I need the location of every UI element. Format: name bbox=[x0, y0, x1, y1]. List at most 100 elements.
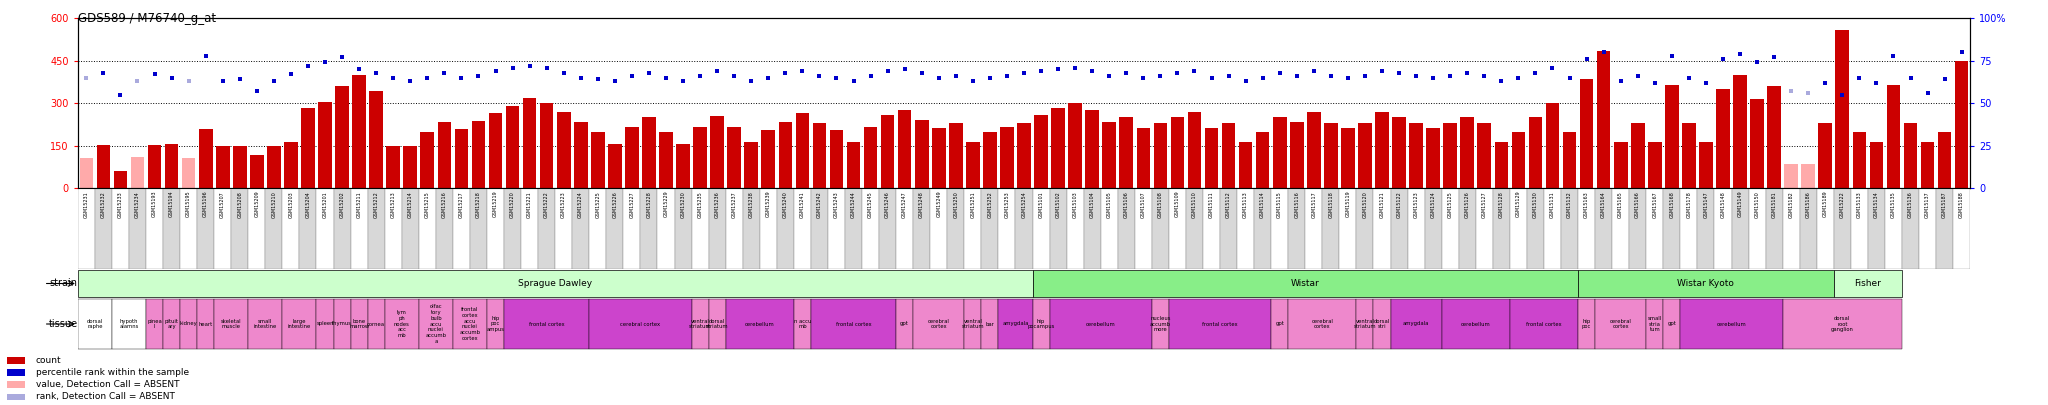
Bar bbox=[1325, 123, 1337, 188]
Bar bbox=[727, 127, 741, 188]
Point bbox=[700, 68, 733, 74]
Bar bbox=[743, 142, 758, 188]
Text: GSM15116: GSM15116 bbox=[1294, 191, 1298, 217]
Bar bbox=[369, 299, 385, 349]
Point bbox=[326, 54, 358, 61]
Text: GSM15149: GSM15149 bbox=[1737, 191, 1743, 217]
Bar bbox=[913, 299, 965, 349]
Point bbox=[1024, 68, 1057, 74]
Bar bbox=[1835, 30, 1849, 188]
Bar bbox=[250, 155, 264, 188]
Bar bbox=[350, 188, 369, 269]
Bar bbox=[1563, 132, 1577, 188]
Bar bbox=[1032, 188, 1049, 269]
Point bbox=[496, 64, 528, 71]
Point bbox=[1501, 75, 1534, 81]
Text: GSM15224: GSM15224 bbox=[578, 191, 584, 217]
Text: hip
poc: hip poc bbox=[1581, 319, 1591, 329]
Text: gpt: gpt bbox=[1276, 322, 1284, 326]
Text: GSM15122: GSM15122 bbox=[1397, 191, 1401, 217]
Bar bbox=[506, 106, 520, 188]
Point bbox=[291, 63, 324, 69]
Text: GSM15167: GSM15167 bbox=[1653, 191, 1657, 217]
Bar bbox=[709, 188, 725, 269]
Point bbox=[1638, 80, 1671, 86]
Bar bbox=[1358, 123, 1372, 188]
Bar bbox=[1935, 188, 1954, 269]
Bar bbox=[743, 188, 760, 269]
Point bbox=[223, 76, 256, 83]
Text: GSM15168: GSM15168 bbox=[1669, 191, 1675, 217]
Bar bbox=[948, 188, 965, 269]
Text: ventral
striatum: ventral striatum bbox=[1354, 319, 1376, 329]
Text: GSM15164: GSM15164 bbox=[1602, 191, 1606, 217]
Point bbox=[956, 78, 989, 84]
Text: GSM15219: GSM15219 bbox=[494, 191, 498, 217]
Bar bbox=[1356, 188, 1374, 269]
Point bbox=[838, 78, 870, 84]
Text: GSM15237: GSM15237 bbox=[731, 191, 737, 217]
Bar bbox=[1425, 128, 1440, 188]
Bar bbox=[1630, 188, 1647, 269]
Bar bbox=[1118, 188, 1135, 269]
Text: GSM15212: GSM15212 bbox=[373, 191, 379, 217]
Text: cerebral
cortex: cerebral cortex bbox=[1311, 319, 1333, 329]
Bar bbox=[846, 142, 860, 188]
Text: GSM15211: GSM15211 bbox=[356, 191, 362, 217]
Point bbox=[940, 73, 973, 79]
Bar bbox=[1102, 122, 1116, 188]
Point bbox=[1843, 75, 1876, 81]
Text: GSM15247: GSM15247 bbox=[903, 191, 907, 217]
Bar bbox=[283, 188, 299, 269]
Text: GSM15189: GSM15189 bbox=[1823, 191, 1827, 217]
Bar bbox=[1391, 299, 1442, 349]
Text: GSM15216: GSM15216 bbox=[442, 191, 446, 217]
Bar bbox=[401, 188, 418, 269]
Bar bbox=[590, 188, 606, 269]
Bar bbox=[504, 299, 590, 349]
Point bbox=[1878, 52, 1911, 59]
Text: small
intestine: small intestine bbox=[254, 319, 276, 329]
Point bbox=[1485, 78, 1518, 84]
Bar bbox=[1784, 164, 1798, 188]
Bar bbox=[418, 188, 436, 269]
Point bbox=[870, 68, 903, 74]
Bar bbox=[1546, 103, 1559, 188]
Point bbox=[1008, 69, 1040, 76]
Bar bbox=[1665, 85, 1679, 188]
Point bbox=[1042, 66, 1075, 72]
Bar bbox=[1018, 123, 1030, 188]
Text: GSM15193: GSM15193 bbox=[152, 191, 158, 217]
Bar bbox=[1049, 188, 1067, 269]
Point bbox=[1348, 73, 1380, 79]
Bar bbox=[403, 146, 418, 188]
Bar bbox=[1083, 188, 1100, 269]
Text: Wistar: Wistar bbox=[1290, 279, 1319, 288]
Text: strain: strain bbox=[49, 279, 78, 288]
Text: GSM15236: GSM15236 bbox=[715, 191, 719, 217]
Text: GSM15245: GSM15245 bbox=[868, 191, 872, 217]
Bar bbox=[1528, 188, 1544, 269]
Text: GSM15127: GSM15127 bbox=[1483, 191, 1487, 217]
Bar bbox=[915, 120, 928, 188]
Text: GSM15121: GSM15121 bbox=[1380, 191, 1384, 217]
Bar bbox=[1714, 188, 1731, 269]
Bar bbox=[1921, 142, 1935, 188]
Text: hypoth
alamns: hypoth alamns bbox=[119, 319, 139, 329]
Bar bbox=[1120, 117, 1133, 188]
Text: dorsal
stri: dorsal stri bbox=[1374, 319, 1391, 329]
Bar bbox=[1612, 188, 1630, 269]
Bar bbox=[999, 299, 1032, 349]
Text: rank, Detection Call = ABSENT: rank, Detection Call = ABSENT bbox=[35, 392, 174, 401]
Bar bbox=[1237, 188, 1253, 269]
Point bbox=[1280, 73, 1313, 79]
Text: hip
pocampus: hip pocampus bbox=[1028, 319, 1055, 329]
Point bbox=[1382, 69, 1415, 76]
Text: GSM15243: GSM15243 bbox=[834, 191, 840, 217]
Text: GSM15220: GSM15220 bbox=[510, 191, 514, 217]
Bar bbox=[1579, 299, 1595, 349]
Point bbox=[1946, 49, 1978, 55]
Bar bbox=[182, 158, 195, 188]
Point bbox=[121, 78, 154, 84]
Bar bbox=[1937, 132, 1952, 188]
